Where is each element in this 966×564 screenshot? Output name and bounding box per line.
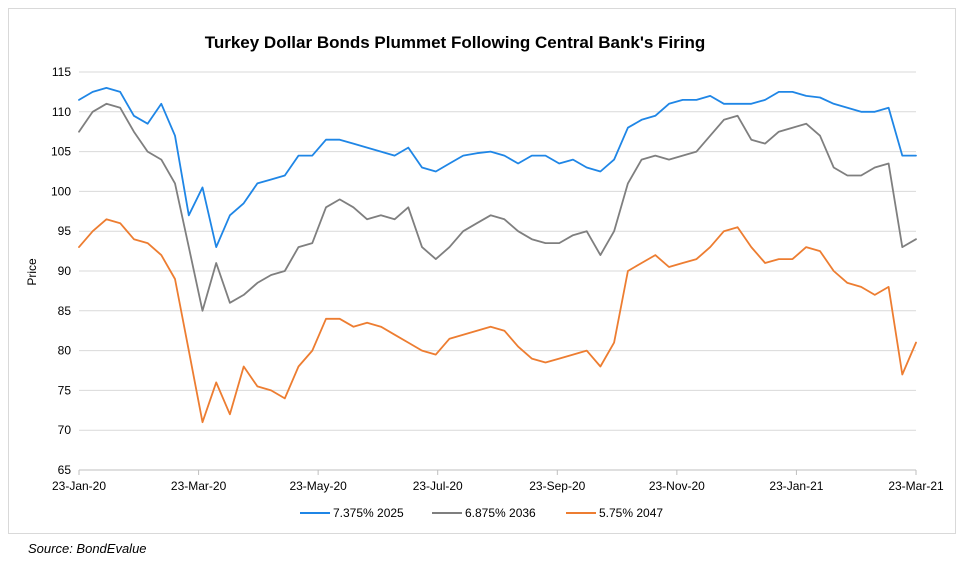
y-tick-label: 70 [58,423,72,437]
y-tick-label: 100 [51,184,71,198]
x-tick-label: 23-Mar-20 [171,479,227,493]
chart-title: Turkey Dollar Bonds Plummet Following Ce… [205,33,706,52]
x-tick-label: 23-May-20 [289,479,347,493]
y-tick-label: 80 [58,344,72,358]
y-tick-label: 75 [58,383,72,397]
x-tick-label: 23-Jan-20 [52,479,106,493]
legend-label: 6.875% 2036 [465,506,536,520]
legend-label: 5.75% 2047 [599,506,663,520]
legend: 7.375% 2025 6.875% 2036 5.75% 2047 [300,506,663,520]
grid-lines [79,71,916,431]
x-tick-label: 23-Jan-21 [769,479,823,493]
legend-label: 7.375% 2025 [333,506,404,520]
series-line-1 [78,102,917,312]
source-note: Source: BondEvalue [28,541,147,556]
x-axis-ticks: 23-Jan-20 23-Mar-20 23-May-20 23-Jul-20 23-S… [52,470,944,493]
y-axis-ticks: 65 70 75 80 85 90 95 100 105 110 115 [51,65,71,477]
y-tick-label: 115 [52,65,71,79]
y-tick-label: 85 [58,304,72,318]
x-tick-label: 23-Jul-20 [413,479,463,493]
y-tick-label: 95 [58,224,72,238]
x-tick-label: 23-Sep-20 [529,479,585,493]
x-tick-label: 23-Nov-20 [649,479,705,493]
y-tick-label: 90 [58,264,72,278]
x-tick-label: 23-Mar-21 [888,479,944,493]
y-tick-label: 105 [51,145,71,159]
series-line-2 [78,218,917,424]
y-tick-label: 65 [58,463,72,477]
series-lines [78,87,917,424]
y-axis-title: Price [25,258,39,286]
series-line-0 [78,87,917,249]
y-tick-label: 110 [52,105,71,119]
